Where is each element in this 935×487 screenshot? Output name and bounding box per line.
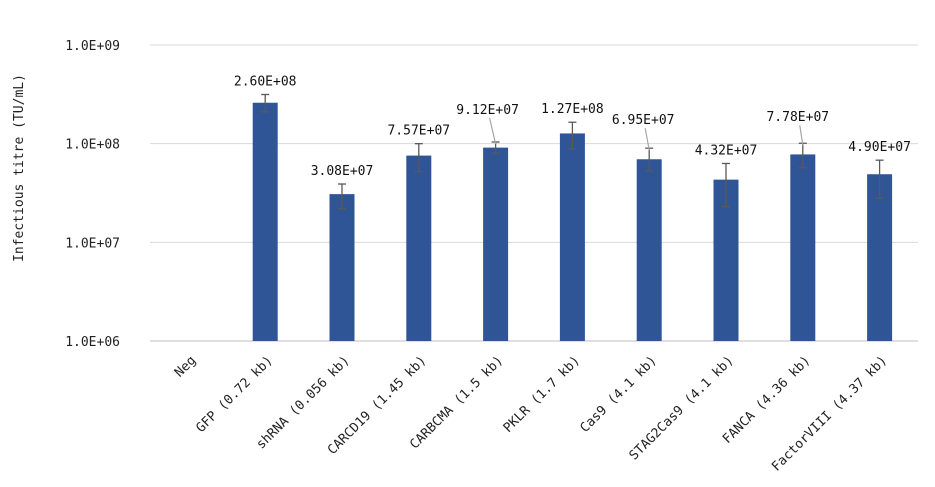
y-axis-label: Infectious titre (TU/mL) bbox=[12, 74, 27, 262]
bar bbox=[483, 147, 509, 341]
bar bbox=[406, 155, 432, 341]
y-tick-label: 1.0E+07 bbox=[65, 236, 120, 251]
bar bbox=[252, 102, 278, 342]
gridlines bbox=[150, 44, 918, 342]
leader-line bbox=[799, 125, 804, 146]
data-label: 3.08E+07 bbox=[311, 164, 374, 179]
data-label: 4.90E+07 bbox=[848, 140, 911, 155]
data-label: 2.60E+08 bbox=[234, 75, 297, 90]
bar bbox=[329, 194, 355, 341]
data-label: 6.95E+07 bbox=[612, 113, 675, 128]
data-label: 7.57E+07 bbox=[387, 124, 450, 139]
leader-line bbox=[489, 117, 497, 145]
error-bars bbox=[261, 93, 884, 210]
y-axis-ticks: 1.0E+06 1.0E+07 1.0E+08 1.0E+09 bbox=[65, 39, 120, 350]
leader-line bbox=[644, 128, 650, 151]
x-tick-label: GFP (0.72 kb) bbox=[193, 353, 276, 436]
data-label: 4.32E+07 bbox=[695, 143, 758, 158]
bar bbox=[636, 159, 662, 341]
bar bbox=[790, 154, 816, 341]
bar bbox=[559, 133, 585, 341]
bars bbox=[252, 102, 893, 342]
data-label: 9.12E+07 bbox=[456, 103, 519, 118]
x-tick-label: PKLR (1.7 kb) bbox=[501, 353, 584, 436]
x-tick-label: Neg bbox=[172, 353, 199, 380]
x-tick-label: Cas9 (4.1 kb) bbox=[577, 353, 660, 436]
data-label: 7.78E+07 bbox=[766, 110, 829, 125]
data-label: 1.27E+08 bbox=[541, 102, 604, 117]
data-labels: 2.60E+08 3.08E+07 7.57E+07 9.12E+07 1.27E+08… bbox=[234, 75, 911, 180]
y-tick-label: 1.0E+09 bbox=[65, 39, 120, 54]
bar bbox=[867, 174, 893, 341]
y-tick-label: 1.0E+08 bbox=[65, 138, 120, 153]
y-tick-label: 1.0E+06 bbox=[65, 335, 120, 350]
